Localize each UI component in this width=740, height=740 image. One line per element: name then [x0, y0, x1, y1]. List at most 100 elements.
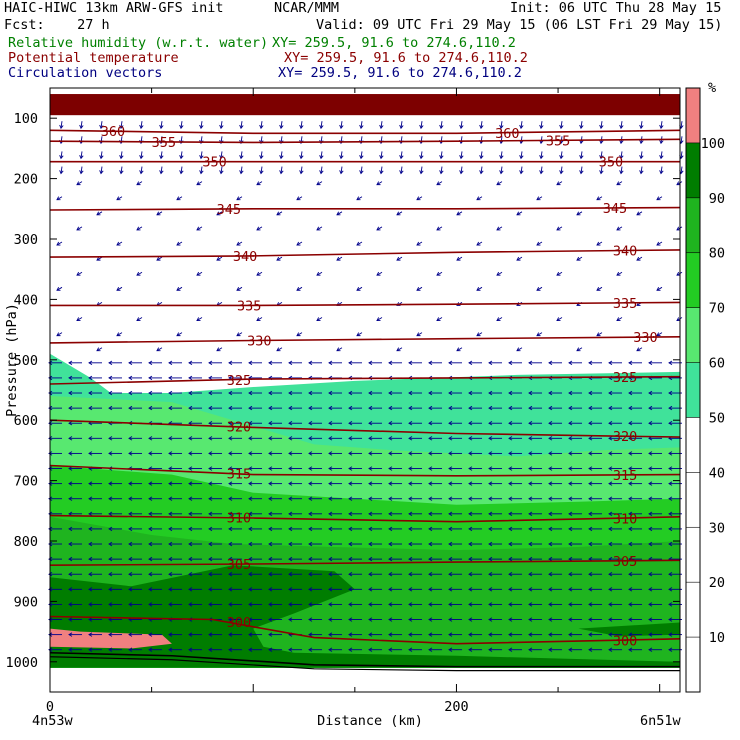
wind-vector-head: [148, 360, 153, 366]
wind-vector: [220, 151, 223, 159]
y-axis-label: Pressure (hPa): [4, 303, 20, 417]
isentrope-label: 320: [227, 420, 251, 436]
wind-vector-head: [179, 155, 184, 160]
wind-vector-head: [168, 526, 173, 532]
wind-vector-head: [428, 390, 433, 396]
isentrope-label: 355: [152, 135, 176, 151]
wind-vector-head: [548, 541, 553, 547]
wind-vector-head: [408, 405, 413, 411]
wind-vector-head: [428, 360, 433, 366]
wind-vector: [556, 271, 563, 276]
wind-vector-head: [628, 421, 633, 426]
wind-vector: [400, 166, 403, 174]
wind-vector-head: [636, 211, 641, 216]
wind-vector: [116, 241, 123, 246]
wind-vector-head: [279, 170, 284, 175]
wind-vector-head: [648, 390, 653, 396]
wind-vector: [500, 151, 503, 159]
wind-vector-head: [188, 602, 193, 607]
wind-vector: [280, 166, 283, 174]
wind-vector-head: [208, 466, 213, 471]
wind-vector-head: [199, 124, 204, 130]
wind-vector: [216, 256, 223, 261]
wind-vector-head: [548, 617, 553, 622]
wind-vector-head: [416, 196, 421, 201]
wind-vector-head: [556, 226, 561, 231]
wind-vector: [236, 286, 243, 291]
wind-vector: [580, 166, 583, 174]
wind-vector: [236, 332, 243, 337]
wind-vector-head: [68, 526, 73, 532]
wind-vector-head: [259, 155, 264, 160]
wind-vector-head: [668, 647, 673, 652]
wind-vector-head: [408, 572, 413, 577]
wind-vector: [396, 211, 403, 216]
wind-vector-head: [108, 390, 113, 396]
wind-vector-head: [288, 496, 293, 501]
isentrope-label: 350: [599, 155, 623, 171]
wind-vector-head: [508, 496, 513, 501]
wind-vector-head: [508, 390, 513, 396]
wind-vector-head: [428, 526, 433, 532]
wind-vector-head: [436, 226, 441, 231]
wind-vector-head: [608, 511, 613, 517]
wind-vector: [316, 226, 323, 231]
wind-vector: [176, 241, 183, 246]
wind-vector-head: [508, 421, 513, 426]
wind-vector: [260, 166, 263, 174]
wind-vector-head: [328, 436, 333, 441]
wind-vector: [440, 151, 443, 159]
wind-vector-head: [308, 436, 313, 441]
wind-vector: [340, 151, 343, 159]
wind-vector-head: [119, 124, 124, 130]
wind-vector-head: [268, 556, 273, 562]
wind-vector-head: [88, 511, 93, 517]
wind-vector: [240, 151, 243, 159]
wind-vector-head: [348, 466, 353, 471]
wind-vector: [380, 151, 383, 159]
wind-vector-head: [648, 541, 653, 547]
wind-vector: [360, 151, 363, 159]
wind-vector-head: [548, 572, 553, 577]
wind-vector-head: [68, 390, 73, 396]
wind-vector-head: [396, 302, 401, 306]
wind-vector-head: [199, 170, 204, 175]
wind-vector: [436, 271, 443, 276]
wind-vector: [480, 166, 483, 174]
wind-vector-head: [408, 481, 413, 486]
wind-vector-head: [488, 481, 493, 486]
wind-vector: [600, 121, 603, 129]
isentrope-330: [49, 336, 681, 344]
wind-vector-head: [599, 155, 604, 160]
wind-vector-head: [368, 617, 373, 622]
wind-vector-head: [208, 647, 213, 652]
wind-vector: [216, 347, 223, 352]
wind-vector: [196, 181, 203, 186]
wind-vector-head: [588, 602, 593, 607]
wind-vector-head: [288, 421, 293, 426]
colorbar-band: [686, 362, 700, 418]
wind-vector-head: [579, 170, 584, 175]
wind-vector-head: [428, 436, 433, 441]
wind-vector-head: [408, 617, 413, 622]
wind-vector-head: [228, 587, 233, 592]
wind-vector-head: [388, 436, 393, 441]
wind-vector-head: [608, 360, 613, 366]
wind-vector-head: [628, 466, 633, 471]
wind-vector: [520, 121, 523, 129]
wind-vector-head: [128, 481, 133, 486]
wind-vector: [180, 151, 183, 159]
wind-vector: [660, 121, 663, 129]
wind-vector: [596, 196, 603, 201]
wind-vector-head: [316, 181, 321, 186]
wind-vector-head: [68, 511, 73, 517]
wind-vector-head: [588, 496, 593, 501]
wind-vector-head: [408, 647, 413, 652]
wind-vector-head: [568, 451, 573, 456]
wind-vector-head: [328, 451, 333, 456]
wind-vector-head: [548, 481, 553, 486]
wind-vector-head: [248, 526, 253, 532]
wind-vector-head: [259, 124, 264, 130]
wind-vector-head: [528, 390, 533, 396]
wind-vector-head: [428, 587, 433, 592]
